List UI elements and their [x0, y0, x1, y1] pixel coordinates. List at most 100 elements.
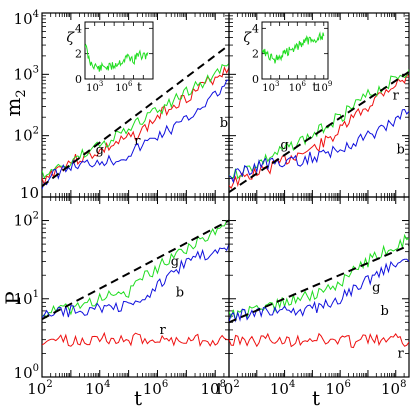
series-b-label: b	[381, 304, 389, 319]
x-tick-label-exponent: 4	[289, 379, 295, 390]
x-tick-label-exponent: 8	[400, 379, 406, 390]
x-tick-label: 106	[143, 379, 168, 398]
inset-x-axis-label: t	[137, 80, 142, 94]
plot-frame-bottom-right	[228, 196, 410, 378]
series-g-label: g	[96, 143, 104, 158]
series-r-label: r	[398, 346, 405, 361]
inset-frame-top-left	[84, 21, 154, 80]
inset-x-tick-label-exponent: 6	[301, 80, 306, 88]
x-tick-label-exponent: 2	[233, 379, 239, 390]
series-r-line	[229, 332, 409, 349]
inset-y-axis-label: ζ	[243, 30, 252, 46]
y-tick-label-base: 10	[14, 212, 33, 230]
inset-series-line	[85, 43, 149, 72]
y-tick-label-base: 10	[14, 127, 33, 145]
series-b-line	[42, 243, 229, 318]
fit-line	[42, 44, 229, 187]
x-tick-label-base: 10	[27, 380, 46, 398]
y-axis-label-m2-subscript: 2	[14, 89, 29, 97]
inset-y-tick-label: 0	[252, 73, 259, 86]
y-tick-label: 102	[14, 126, 39, 145]
inset-y-tick-label: 2	[75, 48, 82, 61]
inset-x-tick-label: 106	[289, 80, 307, 94]
series-b-label: b	[176, 286, 184, 301]
y-tick-label: 10	[20, 184, 39, 202]
x-tick-label-base: 10	[325, 380, 344, 398]
y-tick-label-base: 10	[14, 10, 33, 28]
inset-x-tick-label-exponent: 6	[128, 80, 133, 88]
series-b-line	[229, 258, 409, 323]
x-tick-label: 104	[85, 379, 110, 398]
inset-x-tick-label-base: 10	[86, 83, 99, 94]
x-tick-label-base: 10	[85, 380, 104, 398]
y-tick-label-exponent: 0	[33, 363, 39, 374]
inset-x-tick-label: 103	[86, 80, 103, 94]
series-r-label: r	[393, 89, 400, 104]
x-tick-label-base: 10	[270, 380, 289, 398]
x-tick-label-base: 10	[143, 380, 162, 398]
y-tick-label-base: 10	[14, 65, 33, 83]
inset-x-tick-label-base: 10	[115, 83, 128, 94]
inset-y-tick-label: 4	[252, 22, 259, 35]
x-tick-label: 106	[325, 379, 350, 398]
inset-y-tick-label: 4	[75, 22, 82, 35]
y-tick-label-exponent: 4	[33, 9, 39, 20]
inset-x-tick-label: 106	[115, 80, 133, 94]
y-tick-label: 102	[14, 211, 39, 230]
y-tick-label: 100	[14, 363, 39, 382]
series-g-label: g	[280, 138, 288, 153]
series-r-label: r	[159, 323, 166, 338]
x-tick-label-base: 10	[381, 380, 400, 398]
y-tick-label-exponent: 2	[33, 211, 39, 222]
inset-y-tick-label: 2	[252, 48, 259, 61]
inset-x-tick-label-base: 10	[315, 83, 328, 94]
inset-x-tick-label-base: 10	[262, 83, 275, 94]
inset-x-tick-label-exponent: 3	[275, 80, 279, 88]
x-tick-label: 108	[200, 379, 225, 398]
fit-line	[42, 219, 229, 320]
x-axis-label-left: t	[134, 386, 142, 410]
series-b-line	[42, 79, 229, 190]
y-tick-label-base: 10	[14, 290, 33, 308]
x-tick-label-exponent: 6	[162, 379, 168, 390]
y-tick-label-exponent: 3	[33, 64, 39, 75]
x-tick-label: 102	[27, 379, 52, 398]
inset-x-tick-label-exponent: 3	[99, 80, 103, 88]
inset-x-tick-label-base: 10	[289, 83, 302, 94]
series-r-line	[42, 331, 229, 347]
x-tick-label: 104	[270, 379, 295, 398]
y-tick-label: 104	[14, 9, 39, 28]
inset-series-line	[262, 31, 325, 64]
inset-x-axis-label: t	[312, 80, 317, 94]
y-tick-label: 103	[14, 64, 39, 83]
x-tick-label-exponent: 6	[345, 379, 351, 390]
inset-y-tick-label: 0	[75, 73, 82, 86]
y-tick-label-exponent: 1	[33, 289, 39, 300]
plot-frame-bottom-left	[41, 196, 230, 378]
y-tick-label-base: 10	[14, 364, 33, 382]
series-r-line	[229, 72, 409, 190]
inset-x-tick-label-exponent: 9	[328, 80, 332, 88]
x-axis-label-right: t	[312, 386, 320, 410]
x-tick-label-exponent: 2	[46, 379, 52, 390]
inset-x-tick-label: 109	[315, 80, 332, 94]
inset-y-axis-label: ζ	[66, 30, 75, 46]
y-axis-label-m2-base: m	[1, 98, 25, 117]
inset-frame-top-right	[261, 21, 329, 80]
x-tick-label-exponent: 4	[104, 379, 110, 390]
x-tick-label: 108	[381, 379, 406, 398]
x-tick-label-base: 10	[214, 380, 233, 398]
series-b-label: b	[220, 116, 228, 131]
series-g-label: g	[372, 280, 380, 295]
y-axis-label-m2: m2	[1, 89, 29, 116]
x-tick-label-exponent: 8	[220, 379, 226, 390]
y-tick-label-exponent: 2	[33, 126, 39, 137]
series-g-label: g	[171, 254, 179, 269]
x-tick-label: 102	[214, 379, 239, 398]
series-b-label: b	[396, 142, 404, 157]
series-b-line	[229, 108, 409, 184]
inset-x-tick-label: 103	[262, 80, 279, 94]
fit-line	[229, 244, 409, 324]
